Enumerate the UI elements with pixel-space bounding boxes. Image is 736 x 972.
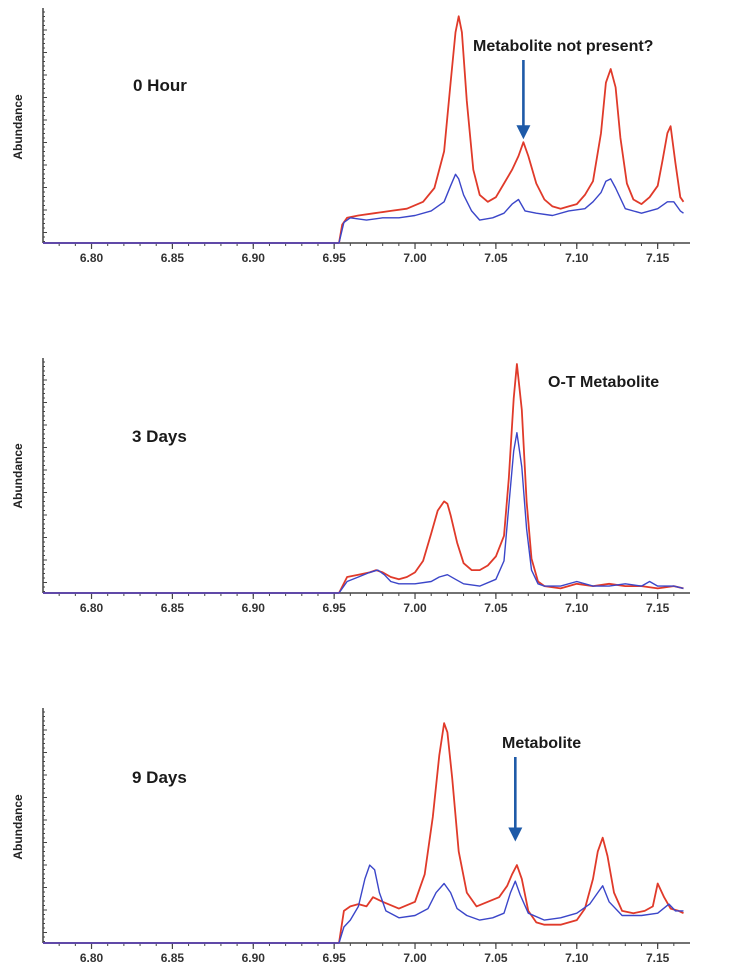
x-tick-label: 6.80 xyxy=(80,601,104,615)
x-tick-label: 6.80 xyxy=(80,251,104,265)
x-tick-label: 6.85 xyxy=(161,251,185,265)
series-line-blue xyxy=(43,864,684,944)
series-line-blue xyxy=(43,173,684,244)
x-tick-label: 7.10 xyxy=(565,251,589,265)
y-axis-label: Abundance xyxy=(11,94,25,160)
annotation-label: Metabolite not present? xyxy=(473,38,653,55)
x-tick-label: 7.10 xyxy=(565,601,589,615)
panel-label: 9 Days xyxy=(132,768,187,787)
panel-label: 0 Hour xyxy=(133,76,187,95)
x-tick-label: 7.15 xyxy=(646,601,670,615)
x-tick-label: 6.90 xyxy=(242,951,266,965)
series-line-blue xyxy=(43,432,684,594)
x-tick-label: 6.95 xyxy=(322,951,346,965)
x-tick-label: 7.10 xyxy=(565,951,589,965)
annotation-arrow-head xyxy=(508,827,523,842)
x-tick-label: 7.05 xyxy=(484,601,508,615)
x-tick-label: 6.85 xyxy=(161,951,185,965)
x-tick-label: 6.90 xyxy=(242,601,266,615)
x-tick-label: 7.00 xyxy=(403,601,427,615)
chart-panel-2: 6.80 6.85 6.90 6.95 7.00 7.05 7.10 7.15 Abundanc… xyxy=(11,708,690,965)
x-tick-label: 7.05 xyxy=(484,951,508,965)
x-tick-label: 6.85 xyxy=(161,601,185,615)
panel-label: 3 Days xyxy=(132,427,187,446)
annotation-label: Metabolite xyxy=(502,735,581,752)
x-tick-label: 6.95 xyxy=(322,601,346,615)
series-line-red xyxy=(43,722,684,944)
x-tick-label: 7.00 xyxy=(403,251,427,265)
annotation-label: O-T Metabolite xyxy=(548,374,659,391)
annotation-arrow-head xyxy=(516,125,531,140)
chart-panel-0: 6.80 6.85 6.90 6.95 7.00 7.05 7.10 7.15 Abundanc… xyxy=(11,8,690,265)
y-axis-label: Abundance xyxy=(11,443,25,509)
x-tick-label: 6.90 xyxy=(242,251,266,265)
x-tick-label: 7.00 xyxy=(403,951,427,965)
y-axis-label: Abundance xyxy=(11,794,25,860)
x-tick-label: 7.15 xyxy=(646,251,670,265)
series-line-red xyxy=(43,363,684,594)
x-tick-label: 7.15 xyxy=(646,951,670,965)
x-tick-label: 6.80 xyxy=(80,951,104,965)
series-line-red xyxy=(43,15,685,244)
x-tick-label: 6.95 xyxy=(322,251,346,265)
x-tick-label: 7.05 xyxy=(484,251,508,265)
chart-panel-1: 6.80 6.85 6.90 6.95 7.00 7.05 7.10 7.15 Abundanc… xyxy=(11,358,690,615)
